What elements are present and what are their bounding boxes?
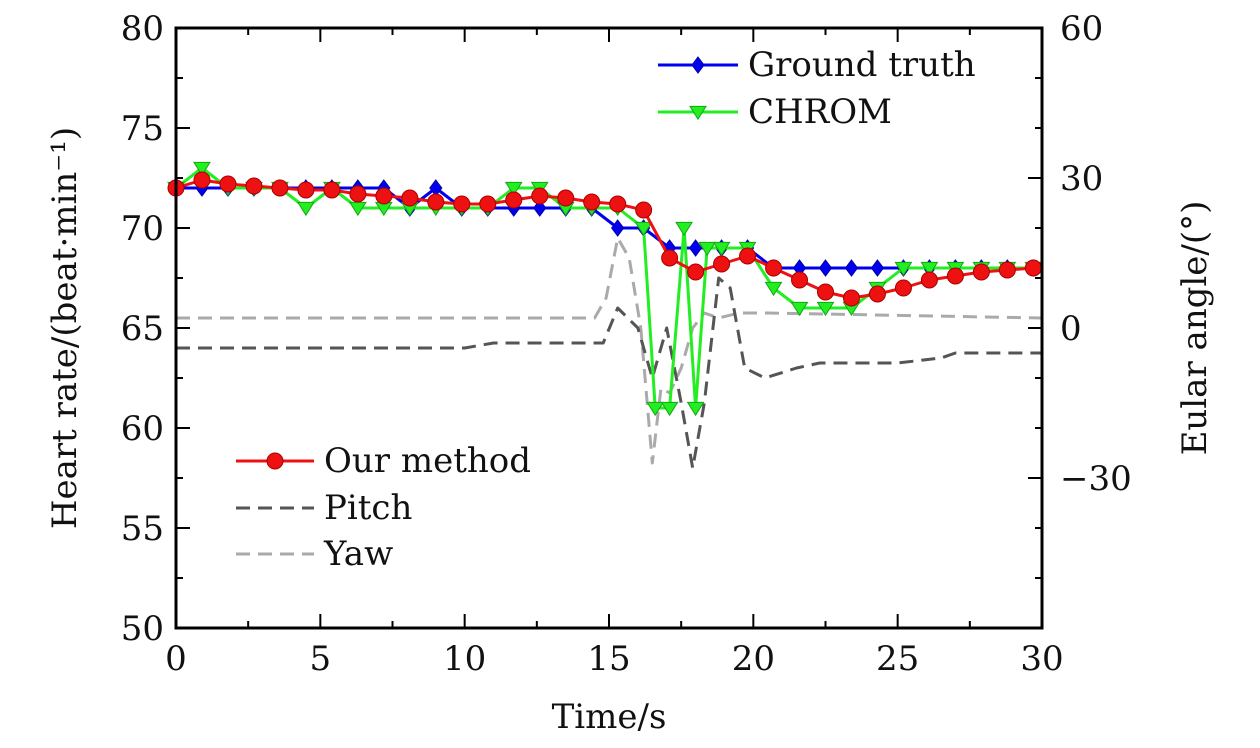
our-method-point [453, 195, 471, 213]
our-method-point [661, 249, 679, 267]
our-method-point [401, 189, 419, 207]
chrom-point [675, 221, 693, 237]
legend-marker [266, 452, 284, 470]
our-method-point [739, 247, 757, 265]
chrom-point [634, 221, 653, 237]
y-left-tick-label: 65 [121, 309, 164, 349]
our-method-line [175, 178, 1034, 300]
our-method-point [894, 279, 912, 297]
x-tick-label: 30 [1020, 639, 1063, 679]
our-method-point [349, 185, 367, 203]
x-tick-label: 10 [443, 639, 486, 679]
our-method-point [946, 267, 964, 285]
y-axis-label-left: Heart rate/(beat·min⁻¹) [45, 127, 85, 529]
legend-label: CHROM [748, 92, 892, 132]
chrom-point [504, 181, 523, 197]
our-method-point [609, 195, 627, 213]
chrom-point [790, 301, 809, 317]
y-left-tick-label: 80 [121, 9, 164, 49]
our-method-point [972, 263, 990, 281]
ticks-layer: 0 5 10 15 20 25 30 50 55 60 65 70 75 80 −30 0 30 60 [121, 9, 1132, 679]
legend-marker [689, 105, 707, 121]
x-tick-label: 25 [876, 639, 919, 679]
y-right-tick-label: −30 [1060, 459, 1132, 499]
chrom-point [894, 261, 913, 277]
our-method-point [1024, 259, 1042, 277]
legend: Ground truth CHROM Our method Pitch Yaw [236, 45, 976, 574]
y-right-tick-label: 60 [1060, 9, 1103, 49]
y-left-tick-label: 70 [121, 209, 164, 249]
our-method-point [375, 187, 393, 205]
our-method-point [868, 285, 886, 303]
our-method-point [193, 171, 211, 189]
y-right-tick-label: 0 [1060, 309, 1082, 349]
our-method-point [842, 289, 860, 307]
series-our-method [167, 171, 1042, 307]
our-method-point [920, 271, 938, 289]
our-method-point [479, 195, 497, 213]
yaw-line [176, 236, 1043, 465]
chrom-point [193, 161, 211, 177]
our-method-point [271, 179, 289, 197]
our-method-point [713, 255, 731, 273]
our-method-point [297, 181, 315, 199]
our-method-point [687, 263, 705, 281]
x-axis-label: Time/s [552, 697, 667, 737]
legend-marker [691, 56, 705, 74]
x-tick-label: 0 [165, 639, 187, 679]
our-method-point [765, 259, 783, 277]
x-tick-label: 5 [310, 639, 332, 679]
y-axis-label-right: Eular angle/(°) [1175, 201, 1215, 456]
our-method-point [557, 189, 575, 207]
legend-label: Yaw [323, 534, 393, 574]
our-method-point [245, 177, 263, 195]
x-tick-label: 15 [587, 639, 630, 679]
chrom-point [686, 401, 705, 417]
series-yaw [176, 236, 1043, 465]
chrom-point [764, 281, 783, 297]
legend-label: Pitch [324, 488, 412, 528]
chrom-point [646, 401, 665, 417]
our-method-point [323, 181, 341, 199]
x-tick-label: 20 [732, 639, 775, 679]
chrom-point [920, 261, 939, 277]
legend-label: Ground truth [748, 45, 976, 85]
our-method-point [635, 201, 653, 219]
y-left-tick-label: 50 [121, 609, 164, 649]
ground-truth-line [176, 186, 1034, 270]
ground-truth-point [844, 259, 859, 277]
chrom-point [296, 201, 315, 217]
series-layer [167, 161, 1043, 470]
our-method-point [998, 261, 1016, 279]
our-method-point [531, 187, 549, 205]
y-left-tick-label: 60 [121, 409, 164, 449]
ground-truth-point [688, 239, 703, 257]
y-left-tick-label: 55 [121, 509, 164, 549]
series-pitch [176, 276, 1042, 470]
y-left-tick-label: 75 [121, 109, 164, 149]
chrom-point [816, 301, 835, 317]
our-method-point [817, 283, 834, 301]
our-method-point [583, 193, 601, 211]
legend-label: Our method [324, 441, 531, 481]
ground-truth-point [611, 219, 625, 237]
our-method-point [219, 175, 237, 193]
chrom-point [660, 401, 679, 417]
ground-truth-point [870, 259, 885, 277]
chrom-point [712, 241, 731, 257]
our-method-point [505, 191, 523, 209]
our-method-point [791, 271, 809, 289]
ground-truth-point [818, 259, 833, 277]
ground-truth-point [533, 199, 547, 217]
pitch-line [176, 276, 1042, 470]
our-method-point [427, 193, 445, 211]
y-right-tick-label: 30 [1060, 159, 1103, 199]
chrom-point [698, 241, 717, 257]
